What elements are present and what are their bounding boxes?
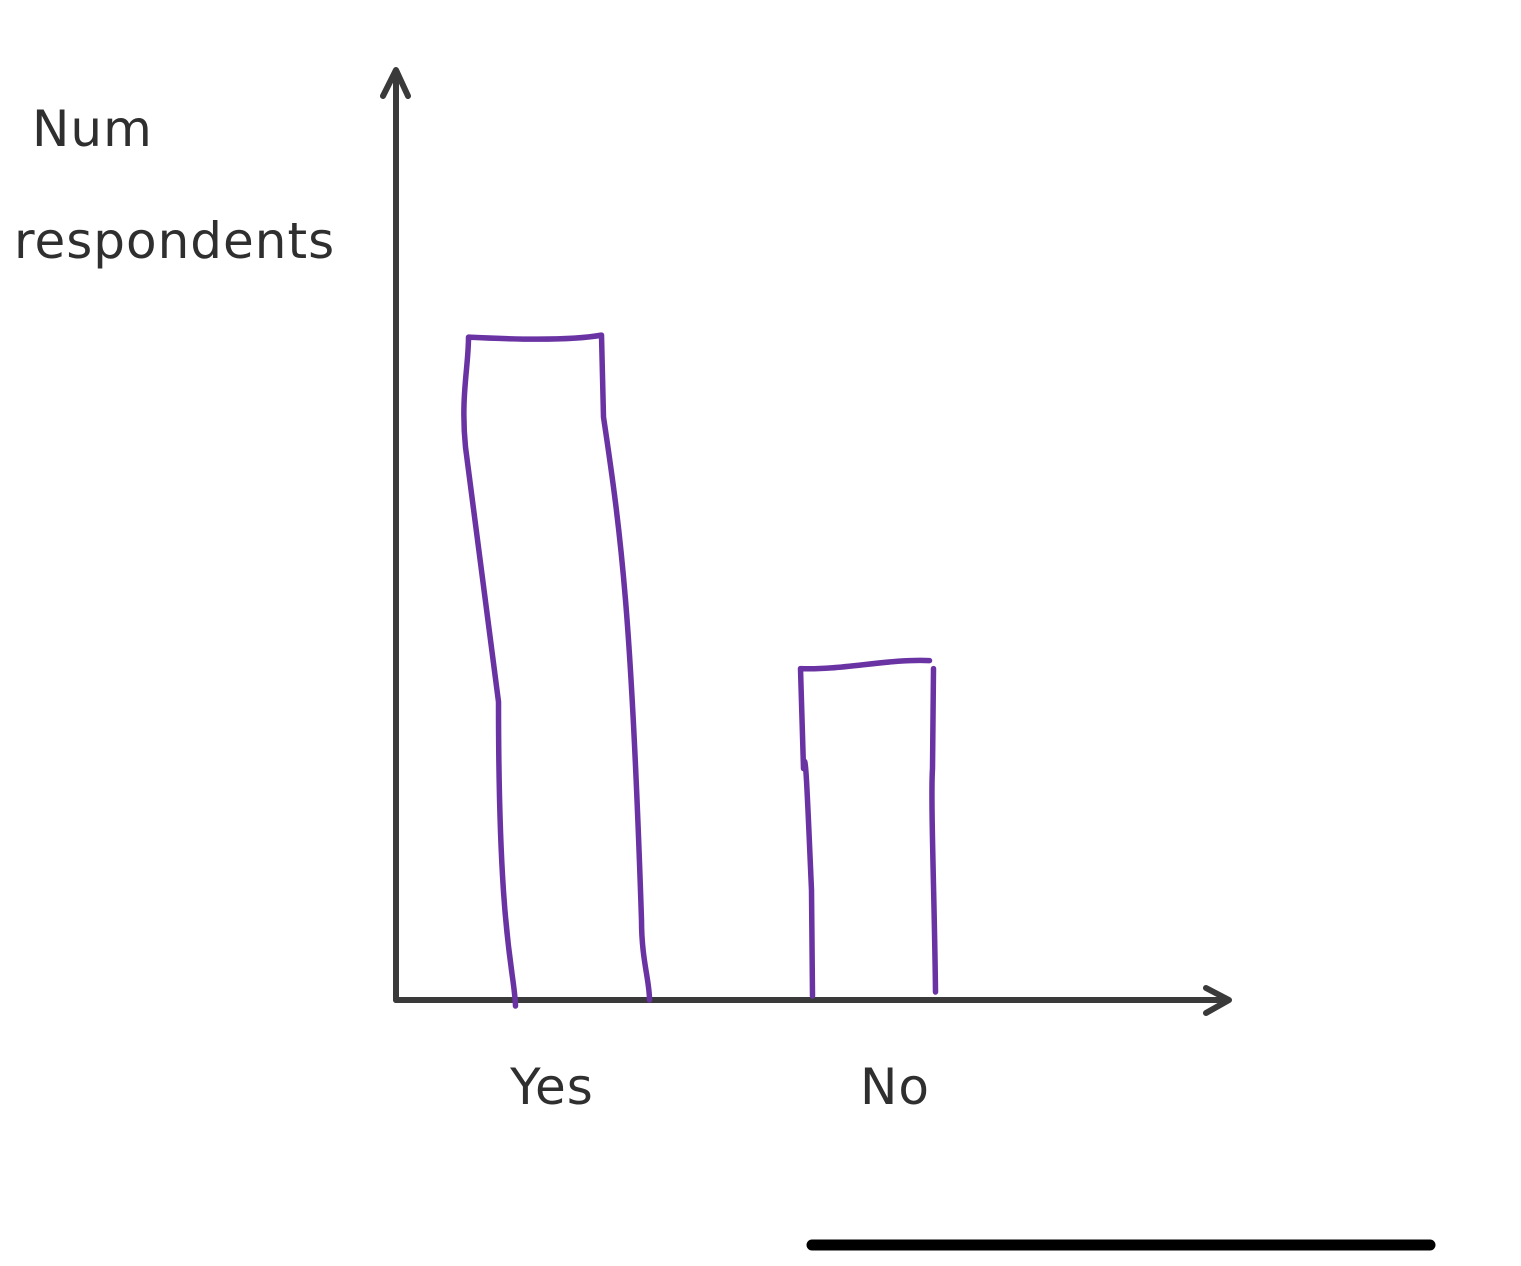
bar-yes: [461, 332, 653, 1009]
x-tick-labels: Yes No: [509, 1058, 930, 1116]
x-tick-label-no: No: [860, 1058, 930, 1116]
y-axis-arrowhead: [380, 67, 411, 99]
x-tick-label-yes: Yes: [509, 1058, 594, 1116]
bar-no: [797, 657, 939, 999]
y-axis-label-line-1: Num: [32, 100, 153, 158]
y-axis-label-line-2: respondents: [14, 212, 335, 270]
x-axis-arrowhead: [1203, 985, 1232, 1016]
axes: [380, 67, 1232, 1016]
bars: [461, 332, 939, 1009]
